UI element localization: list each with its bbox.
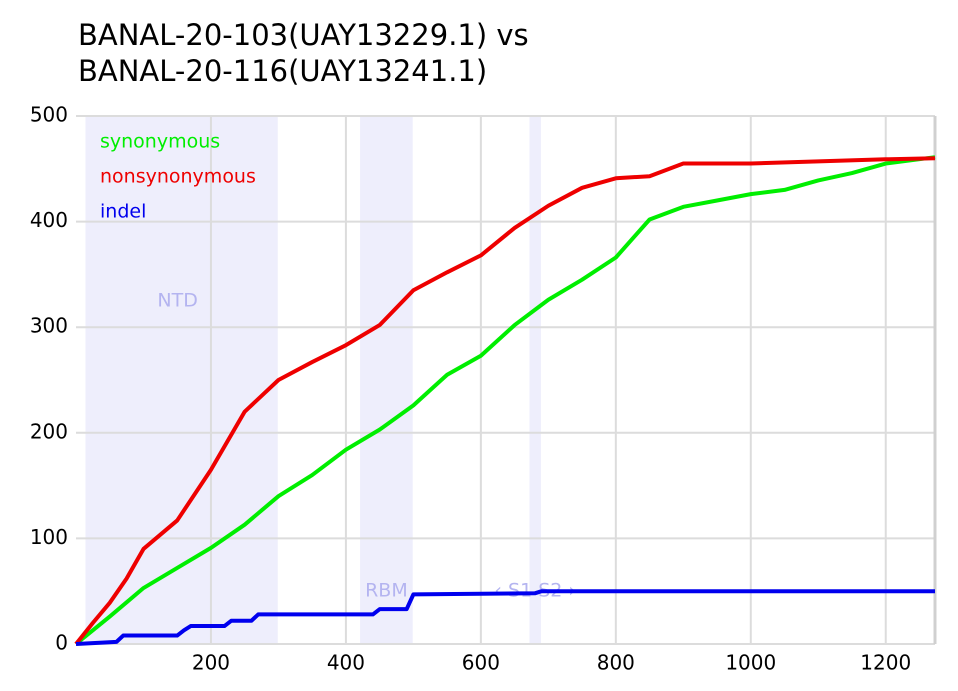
series-line bbox=[74, 155, 936, 646]
chart-title: BANAL-20-116(UAY13241.1) bbox=[78, 54, 487, 88]
chart-title: BANAL-20-103(UAY13229.1) vs bbox=[78, 18, 529, 52]
series-line bbox=[75, 589, 935, 646]
x-tick-label: 600 bbox=[462, 651, 500, 675]
x-tick-label: 800 bbox=[597, 651, 635, 675]
region-label: RBM bbox=[365, 580, 408, 602]
x-tick-label: 1000 bbox=[725, 651, 776, 675]
x-tick-label: 1200 bbox=[860, 651, 911, 675]
region-label: ‹ S1 S2 › bbox=[494, 580, 576, 602]
legend-entry: indel bbox=[100, 201, 146, 223]
y-tick-label: 400 bbox=[30, 208, 68, 232]
legend-entry: nonsynonymous bbox=[100, 166, 256, 188]
y-tick-label: 200 bbox=[30, 419, 68, 443]
y-tick-label: 100 bbox=[30, 525, 68, 549]
x-tick-label: 400 bbox=[327, 651, 365, 675]
series-line bbox=[74, 156, 936, 646]
region-label: NTD bbox=[157, 289, 197, 311]
y-tick-label: 500 bbox=[30, 103, 68, 127]
region bbox=[360, 116, 413, 644]
region bbox=[529, 116, 541, 644]
y-tick-label: 0 bbox=[55, 631, 68, 655]
region bbox=[85, 116, 278, 644]
y-tick-label: 300 bbox=[30, 314, 68, 338]
legend-entry: synonymous bbox=[100, 131, 220, 153]
x-tick-label: 200 bbox=[192, 651, 230, 675]
